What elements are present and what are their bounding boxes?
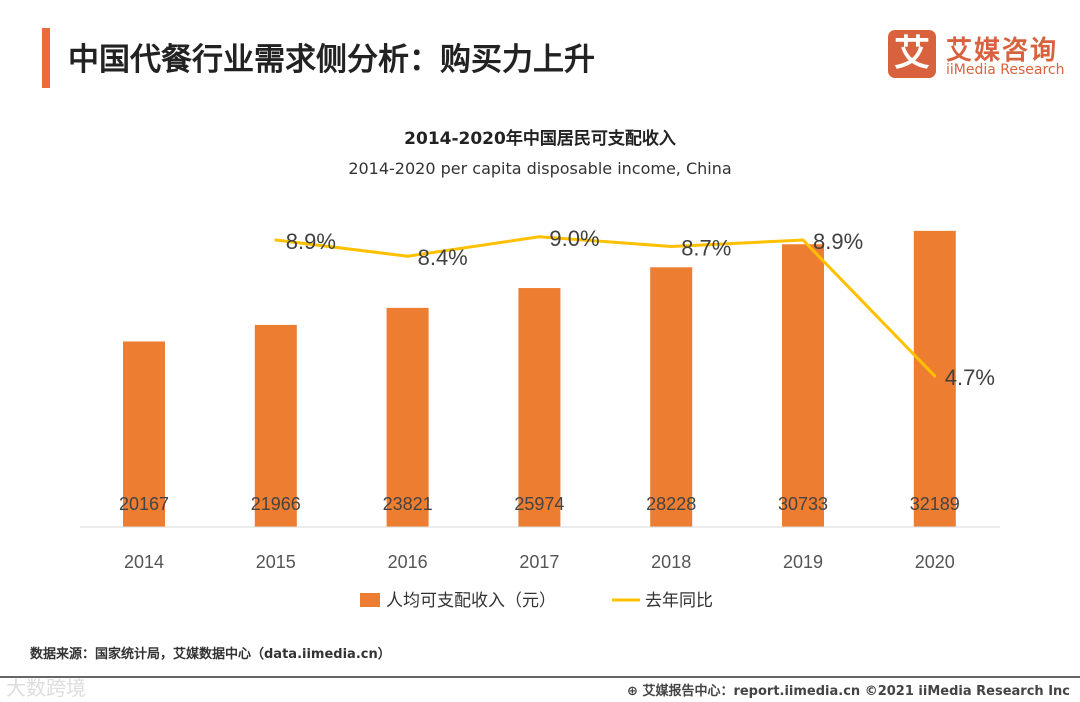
x-tick-label: 2018 [651, 552, 691, 572]
footer-divider [0, 676, 1080, 678]
x-tick-label: 2019 [783, 552, 823, 572]
bar-value-label: 32189 [910, 494, 960, 514]
bar-2020 [913, 230, 956, 527]
bar-value-label: 30733 [778, 494, 828, 514]
x-tick-label: 2015 [256, 552, 296, 572]
line-point-2018 [669, 244, 673, 248]
bar-value-label: 25974 [514, 494, 564, 514]
bar-2019 [782, 244, 824, 527]
legend-bar-swatch [360, 593, 380, 607]
x-tick-label: 2017 [519, 552, 559, 572]
logo-en: iiMedia Research [946, 62, 1065, 78]
line-point-2019 [801, 238, 805, 242]
chart-subtitle: 2014-2020 per capita disposable income, … [348, 159, 732, 178]
bar-2015 [254, 324, 297, 527]
logo-icon: 艾 [888, 30, 936, 78]
bar-2018 [650, 267, 693, 527]
line-point-2020 [933, 374, 937, 378]
bar-2016 [386, 307, 429, 527]
x-tick-label: 2016 [388, 552, 428, 572]
x-tick-label: 2014 [124, 552, 164, 572]
logo-cn: 艾媒咨询 [946, 36, 1059, 66]
line-value-label: 8.9% [286, 229, 336, 254]
line-value-label: 8.7% [681, 235, 731, 260]
watermark: 大数跨境 [6, 676, 86, 700]
line-value-label: 8.4% [418, 245, 468, 270]
bar-2014 [123, 341, 165, 527]
bar-value-label: 23821 [383, 494, 433, 514]
footer-credit: ⊕ 艾媒报告中心：report.iimedia.cn ©2021 iiMedia… [627, 684, 1070, 699]
line-point-2017 [537, 235, 541, 239]
bar-value-label: 28228 [646, 494, 696, 514]
bar-value-label: 20167 [119, 494, 169, 514]
bar-value-label: 21966 [251, 494, 301, 514]
data-source: 数据来源：国家统计局，艾媒数据中心（data.iimedia.cn） [30, 647, 391, 662]
title-accent-bar [42, 28, 50, 88]
page-title: 中国代餐行业需求侧分析：购买力上升 [68, 42, 595, 78]
line-yoy [275, 235, 936, 378]
chart-title: 2014-2020年中国居民可支配收入 [404, 129, 676, 149]
x-tick-label: 2020 [915, 552, 955, 572]
line-point-2015 [274, 238, 278, 242]
legend-bar-label: 人均可支配收入（元） [386, 591, 556, 611]
line-point-2016 [406, 254, 410, 258]
line-value-label: 8.9% [813, 229, 863, 254]
legend-line-label: 去年同比 [645, 591, 713, 611]
bar-2017 [518, 288, 561, 527]
line-value-label: 9.0% [549, 226, 599, 251]
line-value-label: 4.7% [945, 365, 995, 390]
